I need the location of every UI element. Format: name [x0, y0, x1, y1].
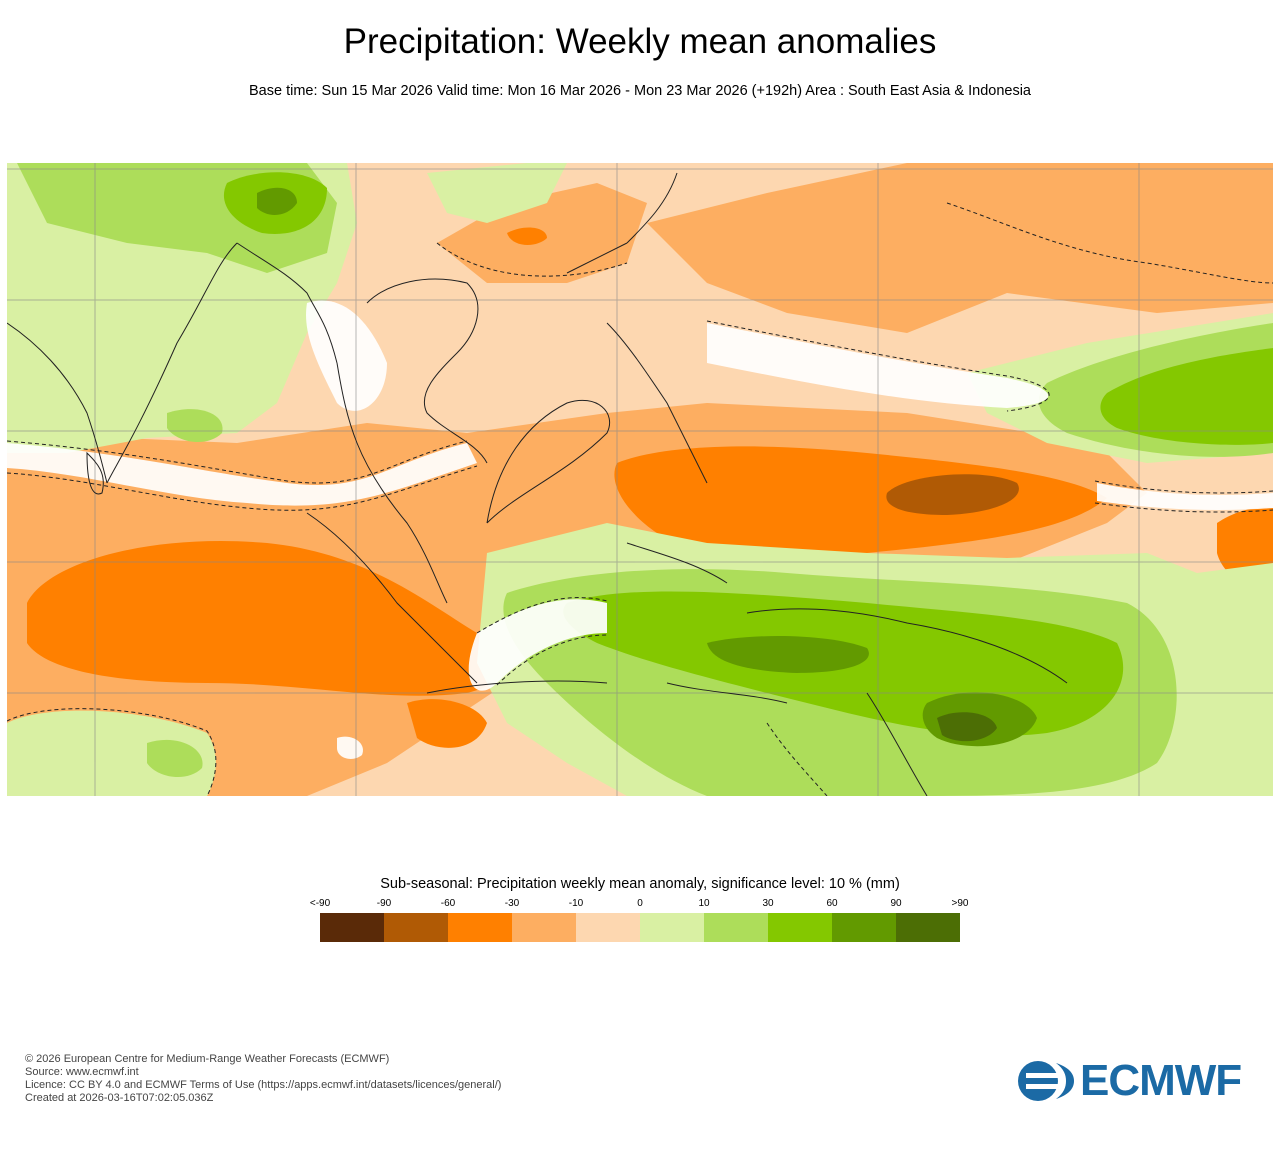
anomaly-map [7, 163, 1273, 796]
legend-tick: -60 [440, 898, 456, 909]
anomaly-region-darkest-green [937, 712, 997, 742]
chart-subtitle: Base time: Sun 15 Mar 2026 Valid time: M… [249, 83, 1031, 99]
anomaly-region-green [147, 739, 203, 778]
footer-credits: © 2026 European Centre for Medium-Range … [25, 1053, 501, 1105]
legend-color-swatch [448, 913, 512, 942]
anomaly-region-green [167, 409, 223, 443]
insignificant-band [306, 300, 387, 411]
insignificant-band [468, 599, 607, 691]
legend-color-swatch [640, 913, 704, 942]
legend-tick: >90 [951, 898, 969, 909]
legend-tick: 30 [762, 898, 774, 909]
anomaly-region-orange [27, 541, 507, 696]
legend-tick: 60 [826, 898, 838, 909]
legend-color-swatch [320, 913, 384, 942]
graticule [7, 163, 1273, 796]
footer-copyright: © 2026 European Centre for Medium-Range … [25, 1053, 390, 1065]
coastlines [7, 172, 1068, 796]
legend-tick: 90 [890, 898, 902, 909]
legend-color-swatch [384, 913, 448, 942]
legend-color-swatch [768, 913, 832, 942]
legend-tick: 10 [698, 898, 710, 909]
legend-color-swatch [704, 913, 768, 942]
footer-created: Created at 2026-03-16T07:02:05.036Z [25, 1092, 214, 1104]
legend-tick: -90 [376, 898, 392, 909]
significance-contours [7, 202, 1273, 796]
legend-title: Sub-seasonal: Precipitation weekly mean … [380, 876, 900, 892]
legend-tick: 0 [637, 898, 643, 909]
insignificant-band [1097, 483, 1273, 511]
anomaly-region-dark-green [707, 636, 869, 673]
anomaly-region-dark-orange [886, 474, 1019, 515]
anomaly-region-orange [507, 227, 547, 245]
legend-tick: -30 [504, 898, 520, 909]
anomaly-region-orange [614, 446, 1107, 557]
ecmwf-logo-text: ECMWF [1080, 1056, 1242, 1105]
chart-title: Precipitation: Weekly mean anomalies [343, 22, 937, 61]
anomaly-region-light-orange [647, 163, 1273, 333]
footer-licence: Licence: CC BY 4.0 and ECMWF Terms of Us… [25, 1079, 502, 1091]
footer-source: Source: www.ecmwf.int [25, 1066, 139, 1078]
anomaly-region-orange [407, 699, 487, 748]
legend-color-swatch [896, 913, 960, 942]
legend-color-swatch [576, 913, 640, 942]
legend-tick: <-90 [309, 898, 331, 909]
anomaly-region-light-green [427, 163, 567, 223]
legend-ticks: <-90 -90 -60 -30 -10 0 10 30 60 90 >90 [310, 898, 969, 910]
ecmwf-logo-icon [1018, 1061, 1076, 1101]
anomaly-region-dark-green [257, 187, 297, 215]
anomaly-region-bright-green [1100, 348, 1273, 445]
legend-tick: -10 [568, 898, 584, 909]
legend-color-swatch [512, 913, 576, 942]
ecmwf-logo: ECMWF [1016, 1056, 1260, 1105]
legend-colorbar [320, 913, 960, 942]
legend-color-swatch [832, 913, 896, 942]
insignificant-band [7, 443, 477, 506]
